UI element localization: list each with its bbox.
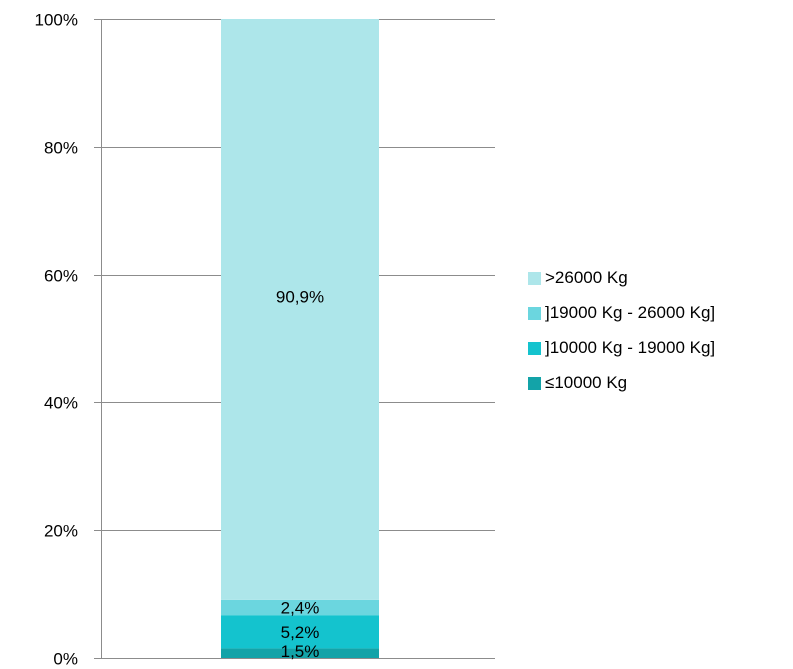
y-tick-label: 100% (35, 11, 78, 30)
legend-swatch (528, 271, 541, 285)
legend-item: ]19000 Kg - 26000 Kg] (528, 301, 715, 325)
legend-label: ≤10000 Kg (545, 373, 628, 392)
y-tick-label: 60% (44, 267, 78, 286)
y-tick-label: 20% (44, 522, 78, 541)
bar-segment (221, 615, 379, 649)
legend-swatch (528, 341, 541, 355)
data-label: 1,5% (281, 642, 320, 661)
y-tick-label: 40% (44, 394, 78, 413)
y-axis: 0% 20% 40% 60% 80% 100% (35, 11, 102, 669)
y-tick-label: 80% (44, 139, 78, 158)
legend-swatch (528, 306, 541, 320)
bar-segment (221, 599, 379, 616)
y-tick-label: 0% (53, 650, 78, 669)
data-labels: 1,5%5,2% 2,4% 90,9% (276, 287, 324, 661)
bar-segments (221, 19, 379, 658)
legend-label: ]19000 Kg - 26000 Kg] (545, 303, 716, 322)
legend-label: ]10000 Kg - 19000 Kg] (545, 338, 716, 357)
legend: >26000 Kg ]19000 Kg - 26000 Kg] ]10000 Kg … (528, 266, 715, 406)
bar-segment (221, 19, 379, 600)
legend-item: ]10000 Kg - 19000 Kg] (528, 336, 715, 360)
data-label: 5,2% (281, 623, 320, 642)
bar-segment (221, 648, 379, 658)
data-label: 90,9% (276, 287, 324, 306)
legend-item: >26000 Kg (528, 266, 715, 290)
legend-item: ≤10000 Kg (528, 371, 715, 395)
legend-swatch (528, 376, 541, 390)
legend-label: >26000 Kg (545, 268, 628, 287)
data-label: 2,4% (281, 599, 320, 618)
